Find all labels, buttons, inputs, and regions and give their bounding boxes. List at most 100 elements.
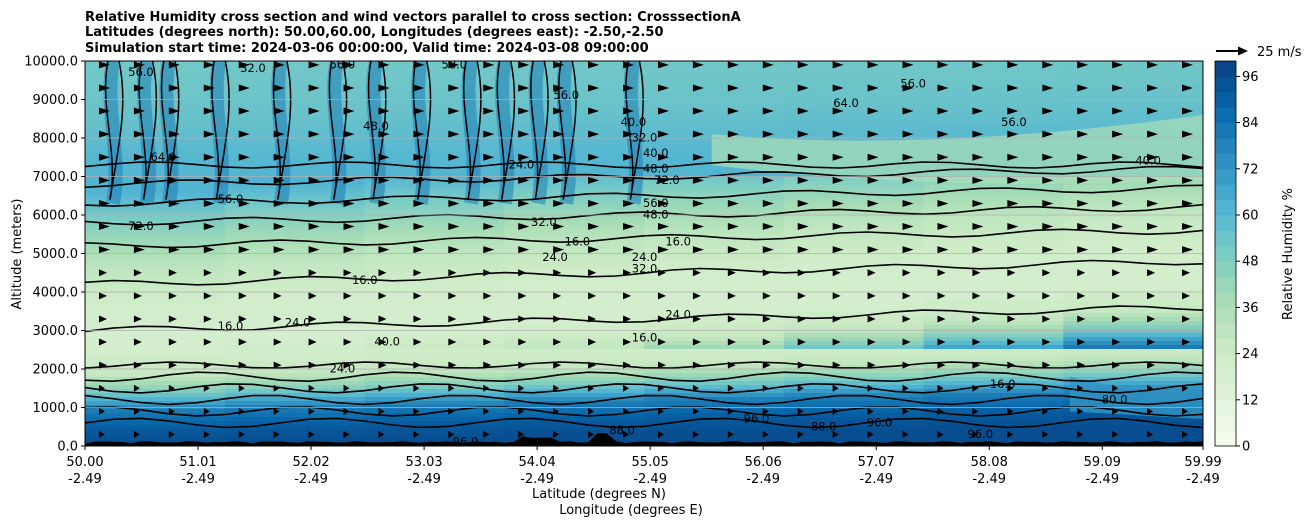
wind-vector-arrow	[273, 338, 282, 346]
wind-vector-arrow	[832, 107, 844, 115]
rh-fill-cell	[1063, 101, 1203, 106]
wind-vector-arrow	[133, 176, 145, 184]
rh-fill-cell	[923, 317, 1065, 322]
contour-label: 24.0	[632, 250, 658, 264]
wind-vector-arrow	[518, 407, 525, 415]
wind-vector-arrow	[1182, 107, 1194, 115]
rh-fill-cell	[224, 341, 366, 346]
wind-vector-arrow	[1112, 407, 1119, 415]
wind-vector-arrow	[727, 430, 734, 438]
wind-vector-arrow	[937, 269, 946, 277]
rh-fill-cell	[923, 389, 1065, 394]
rh-fill-cell	[783, 129, 925, 134]
wind-vector-arrow	[588, 430, 595, 438]
wind-vector-arrow	[937, 384, 944, 392]
contour-label: 16.0	[218, 319, 244, 333]
contour-label: 80.0	[1102, 392, 1128, 406]
wind-vector-arrow	[1112, 430, 1119, 438]
wind-vector-arrow	[273, 130, 285, 138]
rh-fill-cell	[644, 217, 785, 222]
wind-vector-arrow	[378, 315, 387, 323]
rh-fill-cell	[224, 297, 366, 302]
rh-fill-cell	[923, 265, 1065, 270]
wind-vector-arrow	[98, 130, 110, 138]
rh-fill-cell	[783, 397, 925, 402]
rh-fill-cell	[224, 65, 366, 70]
wind-vector-arrow	[448, 61, 460, 69]
rh-fill-cell	[85, 333, 226, 338]
rh-fill-cell	[364, 217, 506, 222]
rh-fill-cell	[1063, 329, 1203, 334]
rh-fill-cell	[923, 121, 1065, 126]
rh-fill-cell	[364, 377, 506, 382]
rh-fill-cell	[224, 409, 366, 414]
wind-vector-arrow	[1182, 130, 1194, 138]
rh-fill-cell	[364, 297, 506, 302]
rh-fill-cell	[504, 353, 646, 358]
terrain-fill	[85, 433, 1203, 446]
wind-vector-arrow	[972, 176, 984, 184]
rh-fill-cell	[85, 189, 226, 194]
wind-vector-arrow	[1182, 199, 1194, 207]
wind-vector-arrow	[238, 338, 247, 346]
rh-fill-cell	[364, 93, 506, 98]
colorbar: 0 12 24 36 48 60 72 84 96	[1214, 60, 1259, 455]
x-tick-label-lon: -2.49	[1085, 472, 1119, 487]
colorbar-segment	[1215, 215, 1236, 231]
rh-fill-cell	[85, 269, 226, 274]
rh-fill-cell	[504, 357, 646, 362]
rh-fill-cell	[224, 329, 366, 334]
rh-fill-cell	[1063, 437, 1203, 442]
rh-fill-cell	[644, 209, 785, 214]
wind-vector-arrow	[343, 223, 355, 231]
wind-vector-arrow	[1077, 292, 1086, 300]
rh-fill-cell	[504, 265, 646, 270]
contour-label: 96.0	[744, 412, 770, 426]
wind-vector-arrow	[762, 430, 769, 438]
wind-vector-arrow	[203, 430, 210, 438]
wind-vector-arrow	[762, 361, 771, 369]
wind-vector-arrow	[98, 199, 110, 207]
rh-fill-cell	[224, 413, 366, 418]
rh-fill-cell	[644, 85, 785, 90]
wind-vector-arrow	[308, 269, 317, 277]
wind-vector-arrow	[413, 338, 422, 346]
rh-fill-cell	[1063, 61, 1203, 66]
wind-vector-arrow	[1077, 315, 1086, 323]
rh-fill-cell	[224, 237, 366, 242]
contour-label: 16.0	[565, 234, 591, 248]
rh-fill-cell	[504, 409, 646, 414]
rh-fill-cell	[364, 241, 506, 246]
rh-fill-cell	[364, 369, 506, 374]
wind-vector-arrow	[832, 223, 844, 231]
wind-vector-arrow	[902, 269, 911, 277]
rh-fill-cell	[644, 185, 785, 190]
wind-vector-arrow	[588, 107, 600, 115]
rh-fill-cell	[923, 65, 1065, 70]
rh-fill-cell	[783, 349, 925, 354]
rh-fill-cell	[783, 73, 925, 78]
wind-vector-arrow	[867, 153, 879, 161]
wind-vector-arrow	[588, 153, 600, 161]
rh-fill-cell	[783, 93, 925, 98]
wind-vector-arrow	[1007, 223, 1019, 231]
wind-vector-arrow	[413, 384, 420, 392]
contour-label: 24.0	[509, 157, 535, 171]
wind-vector-arrow	[553, 107, 565, 115]
rh-fill-cell	[504, 385, 646, 390]
rh-fill-cell	[644, 65, 785, 70]
rh-fill-cell	[1063, 293, 1203, 298]
rh-fill-cell	[224, 349, 366, 354]
wind-vector-arrow	[168, 269, 177, 277]
contour-label: 24.0	[330, 362, 356, 376]
wind-vector-arrow	[832, 338, 841, 346]
rh-fill-cell	[783, 409, 925, 414]
wind-vector-arrow	[1077, 384, 1084, 392]
colorbar-tick-label: 48	[1242, 255, 1259, 270]
rh-fill-cell	[644, 125, 785, 130]
rh-fill-cell	[85, 101, 226, 106]
rh-fill-cell	[923, 385, 1065, 390]
rh-fill-cell	[224, 125, 366, 130]
rh-fill-cell	[923, 197, 1065, 202]
rh-fill-cell	[364, 177, 506, 182]
